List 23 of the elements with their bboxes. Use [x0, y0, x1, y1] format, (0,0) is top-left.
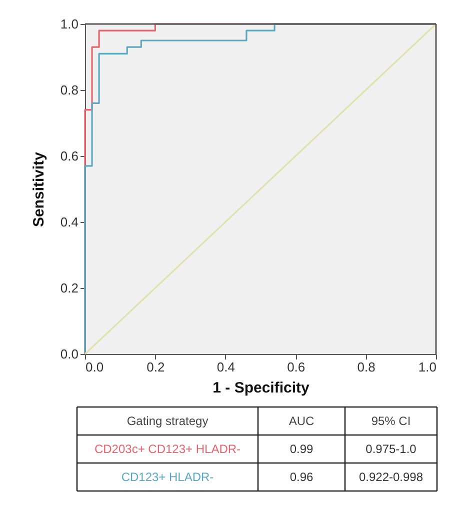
- text: CD203c+ CD123+ HLADR-: [94, 442, 241, 456]
- text: 0.99: [290, 442, 314, 456]
- y-tick-label: 0.0: [60, 346, 78, 362]
- y-tick-label: 0.6: [60, 148, 78, 164]
- text: Gating strategy: [126, 414, 208, 428]
- x-tick-label: 0.2: [146, 360, 165, 374]
- text: 0.96: [290, 470, 314, 484]
- text: AUC: [288, 414, 314, 428]
- text: 0.975-1.0: [366, 442, 417, 456]
- text: CD123+ HLADR-: [121, 470, 214, 484]
- x-tick-label: 1.0: [418, 360, 436, 374]
- x-tick-label: 0.0: [86, 360, 104, 374]
- x-tick-label: 0.6: [287, 360, 306, 374]
- y-tick-label: 0.8: [60, 82, 78, 98]
- y-tick-label: 0.4: [60, 214, 78, 230]
- text: 95% CI: [371, 414, 411, 428]
- text: 0.922-0.998: [358, 470, 424, 484]
- y-axis-title: Sensitivity: [30, 151, 48, 228]
- y-tick-label: 0.2: [60, 280, 78, 296]
- x-tick-label: 0.8: [357, 360, 376, 374]
- x-tick-label: 0.4: [216, 360, 235, 374]
- y-tick-label: 1.0: [60, 16, 78, 32]
- x-axis-title: 1 - Specificity: [212, 380, 310, 396]
